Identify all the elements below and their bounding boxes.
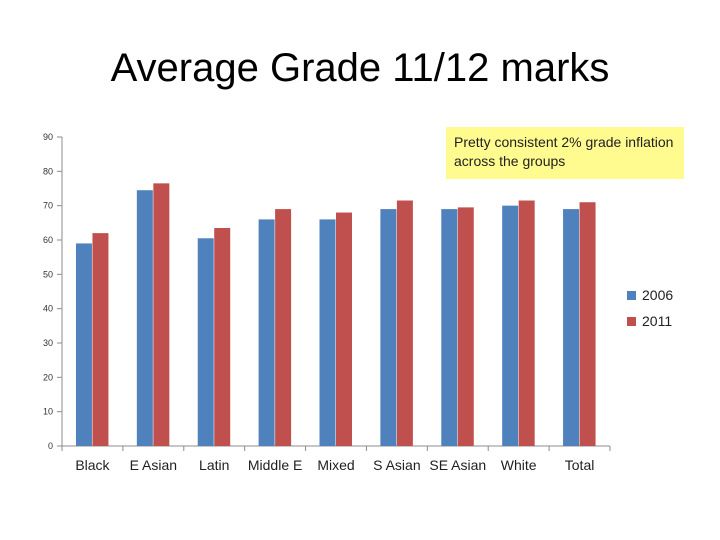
x-tick-label: Latin <box>199 457 229 473</box>
bar-2006-mixed <box>319 219 336 446</box>
legend: 2006 2011 <box>627 282 673 334</box>
y-tick-label: 40 <box>43 304 53 314</box>
y-tick-label: 80 <box>43 166 53 176</box>
y-tick-label: 60 <box>43 235 53 245</box>
bar-2006-middle-e <box>258 219 275 446</box>
legend-item-2006: 2006 <box>627 282 673 308</box>
legend-swatch-2011 <box>627 316 636 326</box>
x-tick-label: Middle E <box>248 457 302 473</box>
bar-2011-mixed <box>336 212 352 446</box>
x-tick-label: SE Asian <box>429 457 486 473</box>
y-tick-label: 50 <box>43 269 53 279</box>
bar-2006-latin <box>197 238 214 446</box>
y-tick-label: 20 <box>43 372 53 382</box>
y-tick-label: 30 <box>43 338 53 348</box>
x-tick-label: Black <box>75 457 110 473</box>
x-tick-label: Mixed <box>317 457 354 473</box>
y-tick-label: 0 <box>48 441 53 451</box>
bar-2011-s-asian <box>396 200 413 446</box>
legend-swatch-2006 <box>627 290 636 300</box>
bar-2006-total <box>563 209 580 446</box>
bar-2006-s-asian <box>380 209 397 446</box>
bar-2011-white <box>518 200 535 446</box>
legend-label-2006: 2006 <box>642 287 674 303</box>
x-tick-label: White <box>501 457 537 473</box>
bar-2011-black <box>92 233 109 446</box>
legend-item-2011: 2011 <box>627 308 673 334</box>
x-tick-label: S Asian <box>373 457 420 473</box>
bar-2006-se-asian <box>441 209 458 446</box>
bar-2011-se-asian <box>457 207 474 446</box>
y-tick-label: 90 <box>43 132 53 142</box>
bar-2006-e-asian <box>136 190 153 446</box>
page-title: Average Grade 11/12 marks <box>110 46 610 90</box>
legend-label-2011: 2011 <box>642 313 673 329</box>
bar-2011-latin <box>214 227 231 446</box>
bar-2006-white <box>502 205 519 446</box>
x-tick-label: E Asian <box>130 457 177 473</box>
bar-2006-black <box>75 243 92 446</box>
y-tick-label: 10 <box>43 407 53 417</box>
x-tick-label: Total <box>565 457 595 473</box>
bar-2011-total <box>579 202 596 446</box>
bar-2011-middle-e <box>275 209 292 446</box>
y-tick-label: 70 <box>43 201 53 211</box>
bar-2011-e-asian <box>153 183 170 446</box>
annotation-callout: Pretty consistent 2% grade inflation acr… <box>446 127 684 179</box>
